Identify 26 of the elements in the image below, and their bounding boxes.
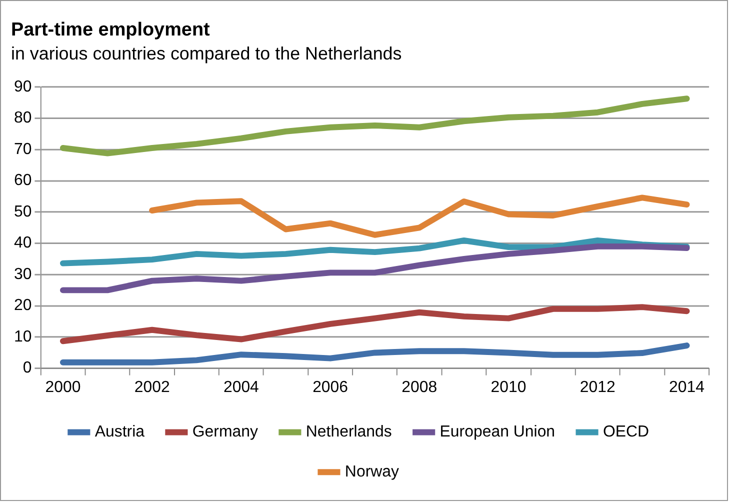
x-tick-label: 2002 (134, 379, 170, 396)
chart-subtitle: in various countries compared to the Netherlands (10, 43, 402, 64)
x-tick-label: 2004 (223, 379, 260, 396)
x-tick-label: 2012 (580, 379, 616, 396)
y-tick-label: 80 (14, 110, 32, 127)
x-tick-label: 2014 (669, 379, 705, 396)
y-tick-label: 90 (14, 78, 32, 96)
x-tick-label: 2010 (490, 379, 526, 396)
x-tick-label: 2008 (402, 379, 438, 396)
x-tick-label: 2006 (312, 379, 348, 396)
chart-title: Part-time employment (10, 20, 211, 40)
legend-label: Germany (192, 424, 258, 441)
x-tick-label: 2000 (45, 379, 81, 396)
y-tick-label: 0 (22, 360, 32, 377)
legend-label: Netherlands (306, 424, 392, 441)
legend-label: Austria (94, 424, 145, 441)
y-tick-label: 40 (14, 234, 32, 252)
y-tick-label: 50 (14, 203, 32, 220)
y-tick-label: 30 (14, 266, 32, 283)
y-tick-label: 20 (14, 297, 32, 314)
legend-label: Norway (344, 464, 400, 480)
y-tick-label: 10 (14, 328, 32, 346)
legend-label: OECD (602, 424, 650, 441)
y-tick-label: 70 (14, 140, 32, 158)
legend-label: European Union (440, 424, 556, 441)
y-tick-label: 60 (14, 172, 32, 190)
